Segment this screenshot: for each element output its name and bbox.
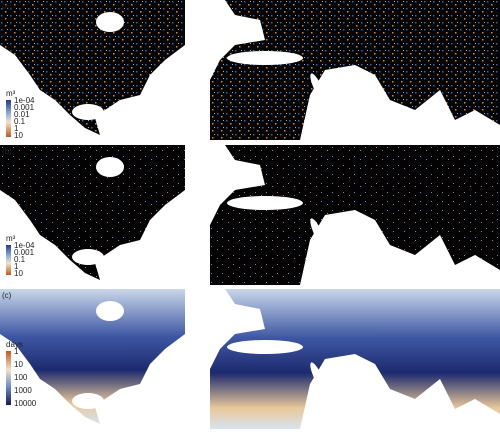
gulf-of-mexico [72, 249, 104, 265]
panel-label: (b) [2, 147, 12, 156]
mediterranean-sea [227, 340, 303, 354]
legend-tick-label: 1 [14, 347, 19, 356]
legend-colorbar [6, 351, 11, 405]
legend-tick-label: 0.001 [14, 248, 35, 257]
red-sea [310, 73, 326, 103]
legend-tick-label: 10 [14, 131, 23, 140]
north-america-map [0, 145, 185, 280]
legend-tick-label: 10 [14, 269, 23, 278]
legend-colorbar [6, 100, 11, 137]
legend-tick-label: 1000 [14, 386, 32, 395]
mediterranean-sea [227, 196, 303, 210]
panel-label: (c) [2, 291, 12, 300]
hudson-bay [96, 12, 124, 32]
legend-tick-label: 100 [14, 373, 28, 382]
hudson-bay [96, 157, 124, 177]
legend-unit: m³ [6, 89, 16, 98]
legend-tick-label: 1 [14, 262, 19, 271]
eurasia-africa-map [210, 289, 500, 429]
hudson-bay [96, 301, 124, 321]
legend-tick-label: 1 [14, 124, 19, 133]
legend-tick-label: 0.1 [14, 255, 26, 264]
north-america-map [0, 289, 185, 424]
red-sea [310, 218, 326, 248]
legend-colorbar [6, 245, 11, 275]
legend-tick-label: 10000 [14, 399, 37, 408]
legend-tick-label: 0.1 [14, 117, 26, 126]
gulf-of-mexico [72, 104, 104, 120]
gulf-of-mexico [72, 393, 104, 409]
eurasia-africa-map [210, 0, 500, 140]
legend-unit: days [6, 340, 23, 349]
legend-tick-label: 10 [14, 360, 23, 369]
north-america-map [0, 0, 185, 135]
legend-tick-label: 0.001 [14, 103, 35, 112]
mediterranean-sea [227, 51, 303, 65]
legend-tick-label: 1e-04 [14, 96, 35, 105]
panel-label: (a) [2, 2, 12, 11]
legend-unit: m³ [6, 234, 16, 243]
eurasia-africa-map [210, 145, 500, 285]
legend-tick-label: 1e-04 [14, 241, 35, 250]
legend-tick-label: 0.01 [14, 110, 30, 119]
red-sea [310, 362, 326, 392]
